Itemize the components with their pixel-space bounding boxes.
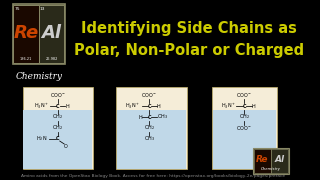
Text: C: C	[148, 103, 151, 109]
Text: 75: 75	[14, 7, 20, 11]
Text: C: C	[243, 103, 246, 109]
FancyBboxPatch shape	[39, 5, 64, 63]
Text: CH$_2$: CH$_2$	[144, 123, 155, 132]
Text: 13: 13	[40, 7, 45, 11]
FancyBboxPatch shape	[271, 149, 288, 173]
Text: COO$^-$: COO$^-$	[50, 91, 66, 99]
Text: CH$_2$: CH$_2$	[52, 112, 63, 122]
Text: C: C	[56, 103, 60, 109]
Text: CH$_2$: CH$_2$	[52, 123, 63, 132]
Text: Amino acids from the OpenStax Biology Book. Access for free here: https://openst: Amino acids from the OpenStax Biology Bo…	[21, 174, 285, 178]
FancyBboxPatch shape	[23, 110, 92, 169]
Text: Re: Re	[256, 155, 268, 164]
Text: Polar, Non-Polar or Charged: Polar, Non-Polar or Charged	[74, 42, 304, 57]
Text: 26.982: 26.982	[45, 57, 58, 61]
Text: C: C	[56, 136, 60, 141]
FancyBboxPatch shape	[116, 87, 187, 169]
FancyBboxPatch shape	[253, 148, 289, 174]
Text: H: H	[65, 103, 69, 109]
Text: COO$^-$: COO$^-$	[236, 124, 252, 132]
FancyBboxPatch shape	[13, 5, 39, 63]
Text: Chemistry: Chemistry	[15, 72, 62, 81]
FancyBboxPatch shape	[212, 87, 277, 169]
FancyBboxPatch shape	[213, 110, 276, 169]
Text: H: H	[156, 103, 160, 109]
FancyBboxPatch shape	[12, 4, 65, 64]
Text: C: C	[148, 114, 151, 120]
Text: H$_3$N$^+$: H$_3$N$^+$	[34, 101, 49, 111]
FancyBboxPatch shape	[22, 87, 93, 169]
Text: H: H	[139, 114, 142, 120]
Text: CH$_3$: CH$_3$	[144, 135, 155, 143]
Text: CH$_3$: CH$_3$	[156, 112, 168, 122]
Text: 186.21: 186.21	[20, 57, 32, 61]
FancyBboxPatch shape	[253, 149, 271, 173]
Text: Chemistry: Chemistry	[261, 167, 281, 171]
FancyBboxPatch shape	[117, 110, 186, 169]
Text: Al: Al	[42, 24, 61, 42]
Text: H: H	[252, 103, 255, 109]
Text: Al: Al	[274, 155, 284, 164]
Text: Re: Re	[13, 24, 39, 42]
Text: H$_3$N$^+$: H$_3$N$^+$	[125, 101, 140, 111]
Text: CH$_2$: CH$_2$	[239, 112, 250, 122]
Text: COO$^-$: COO$^-$	[236, 91, 252, 99]
Text: H$_3$N$^+$: H$_3$N$^+$	[220, 101, 236, 111]
Text: COO$^-$: COO$^-$	[141, 91, 157, 99]
Text: H$_2$N: H$_2$N	[36, 135, 47, 143]
Text: O: O	[63, 143, 67, 148]
Text: Identifying Side Chains as: Identifying Side Chains as	[81, 21, 297, 35]
